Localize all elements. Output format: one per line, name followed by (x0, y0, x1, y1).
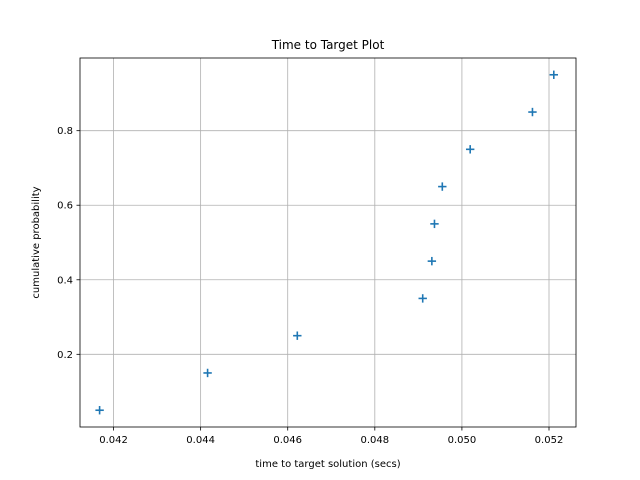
y-tick-label: 0.4 (57, 275, 73, 286)
x-tick-label: 0.042 (99, 435, 128, 446)
y-axis-label: cumulative probability (31, 186, 42, 298)
x-tick-label: 0.052 (535, 435, 564, 446)
y-tick-label: 0.6 (57, 201, 73, 212)
x-tick-label: 0.044 (186, 435, 215, 446)
chart-title: Time to Target Plot (271, 38, 385, 52)
x-axis-label: time to target solution (secs) (255, 459, 400, 470)
x-tick-label: 0.048 (360, 435, 389, 446)
y-tick-label: 0.8 (57, 126, 73, 137)
x-tick-label: 0.046 (273, 435, 302, 446)
y-tick-label: 0.2 (57, 350, 73, 361)
x-tick-label: 0.050 (448, 435, 477, 446)
